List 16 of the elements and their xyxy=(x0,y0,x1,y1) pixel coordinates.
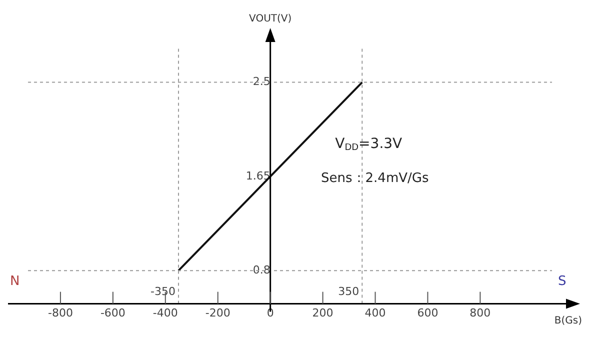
y-axis-title: VOUT(V) xyxy=(249,14,292,25)
x-tick-label: 800 xyxy=(470,306,491,320)
x-tick-label: 200 xyxy=(312,306,334,320)
x-tick-label: -800 xyxy=(48,306,73,320)
annotation: N xyxy=(10,274,20,290)
x-tick-label: 600 xyxy=(417,306,438,320)
x-tick-label: -600 xyxy=(100,306,126,320)
ref-line-label: 350 xyxy=(338,285,360,298)
x-tick-label: -400 xyxy=(152,306,178,320)
x-tick-label: 400 xyxy=(364,306,386,320)
x-tick-label: -200 xyxy=(205,306,230,320)
x-axis-title: B(Gs) xyxy=(554,315,582,326)
annotation: Sens：2.4mV/Gs xyxy=(321,171,429,186)
ref-line-label: -350 xyxy=(150,285,176,298)
y-tick-label: 2.5 xyxy=(252,75,270,88)
annotation: S xyxy=(558,274,566,290)
